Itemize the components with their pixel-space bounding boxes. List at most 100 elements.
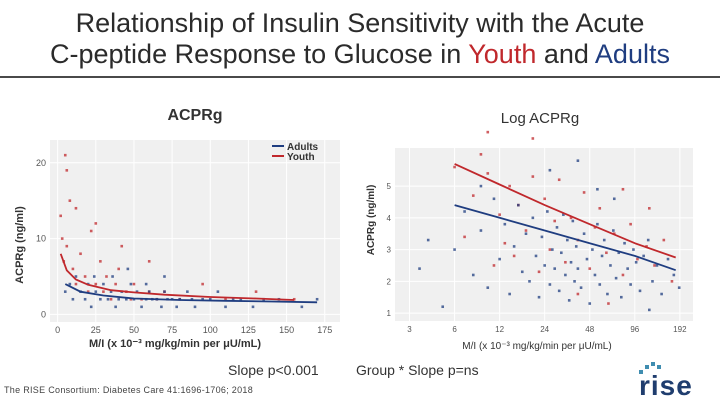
adults-point	[560, 251, 563, 255]
youth-point	[201, 282, 204, 286]
youth-point	[569, 216, 573, 220]
adults-point	[231, 297, 235, 301]
youth-point	[65, 169, 69, 172]
adults-point	[126, 267, 130, 271]
youth-point	[553, 219, 557, 223]
x-tick-label: 3	[407, 325, 412, 334]
adults-point	[596, 222, 599, 226]
adults-point	[571, 219, 575, 223]
adults-point	[129, 282, 133, 286]
youth-point	[636, 257, 639, 261]
youth-point	[63, 153, 67, 157]
log-acprg-chart-title: Log ACPRg	[501, 110, 579, 127]
log-acprg-x-axis-label: M/I (x 10⁻³ mg/kg/min per μU/mL)	[462, 341, 611, 352]
adults-point	[140, 305, 143, 309]
adults-point	[144, 282, 148, 286]
adults-point	[612, 229, 615, 232]
youth-point	[486, 172, 490, 175]
citation: The RISE Consortium: Diabetes Care 41:16…	[4, 385, 254, 395]
youth-point	[503, 241, 507, 245]
acprg-legend: Adults Youth	[272, 142, 319, 163]
adults-point	[551, 248, 554, 251]
youth-point	[86, 290, 90, 293]
adults-point	[655, 264, 659, 267]
adults-point	[574, 245, 578, 248]
youth-point	[621, 273, 625, 277]
x-tick-label: 0	[55, 325, 60, 335]
youth-point	[71, 267, 75, 271]
youth-point	[531, 137, 535, 140]
adults-point	[634, 260, 638, 264]
y-tick-label: 2	[387, 277, 392, 286]
adults-point	[626, 267, 629, 270]
youth-point	[512, 254, 516, 258]
youth-point	[557, 178, 561, 182]
adults-point	[537, 295, 541, 299]
adults-point	[582, 232, 586, 236]
adults-point	[479, 229, 483, 232]
adults-point	[63, 290, 67, 293]
adults-point	[68, 282, 72, 286]
adults-point	[614, 276, 618, 280]
youth-point	[83, 275, 87, 278]
adults-point	[508, 292, 511, 296]
youth-point	[531, 175, 535, 178]
adults-point	[89, 305, 93, 309]
youth-point	[648, 207, 651, 210]
adults-point	[593, 273, 597, 277]
adults-point	[576, 159, 580, 162]
x-tick-label: 125	[241, 325, 256, 335]
youth-point	[486, 130, 490, 134]
adults-point	[596, 187, 599, 191]
x-tick-label: 48	[585, 325, 594, 334]
youth-point	[598, 207, 602, 210]
adults-point	[623, 241, 626, 245]
adults-point	[517, 203, 520, 207]
youth-point	[224, 297, 227, 301]
x-tick-label: 75	[167, 325, 177, 335]
acprg-chart-title: ACPRg	[167, 107, 222, 124]
legend-youth-label: Youth	[287, 152, 315, 163]
adults-point	[638, 289, 642, 293]
adults-fit-line	[64, 283, 318, 304]
rise-logo: rise	[639, 362, 692, 400]
youth-point	[607, 302, 610, 305]
adults-point	[224, 305, 227, 309]
title-line-2: C-peptide Response to Glucose in Youth a…	[0, 39, 720, 70]
x-tick-label: 192	[673, 325, 687, 334]
youth-point	[254, 290, 258, 293]
title-divider	[0, 76, 720, 78]
acprg-y-axis-label: ACPRg (ng/ml)	[14, 206, 26, 284]
adults-point	[546, 210, 549, 213]
adults-point	[534, 254, 538, 258]
adults-point	[111, 275, 114, 278]
youth-point	[102, 290, 105, 293]
adults-point	[426, 238, 430, 242]
title-line-1: Relationship of Insulin Sensitivity with…	[75, 8, 645, 38]
youth-point	[68, 199, 72, 202]
youth-point	[74, 282, 78, 286]
adults-fit-line	[454, 204, 676, 272]
youth-point	[99, 260, 102, 263]
youth-point	[492, 264, 496, 267]
y-tick-label: 0	[41, 309, 46, 319]
x-tick-label: 96	[630, 325, 639, 334]
adults-point	[486, 286, 490, 289]
title-adults: Adults	[594, 39, 670, 69]
adults-point	[160, 305, 163, 309]
adults-point	[114, 305, 117, 309]
adults-point	[216, 290, 220, 293]
adults-point	[666, 257, 670, 261]
adults-point	[600, 254, 604, 258]
adults-point	[175, 305, 178, 309]
adults-point	[528, 280, 531, 283]
adults-point	[193, 305, 197, 309]
youth-point	[79, 252, 82, 256]
slope-result-left: Slope p<0.001	[228, 362, 319, 378]
adults-point	[208, 297, 212, 301]
adults-point	[418, 267, 421, 270]
adults-point	[520, 270, 524, 274]
acprg-x-axis-label: M/I (x 10⁻³ mg/kg/min per μU/mL)	[89, 338, 261, 350]
adults-point	[567, 299, 571, 302]
